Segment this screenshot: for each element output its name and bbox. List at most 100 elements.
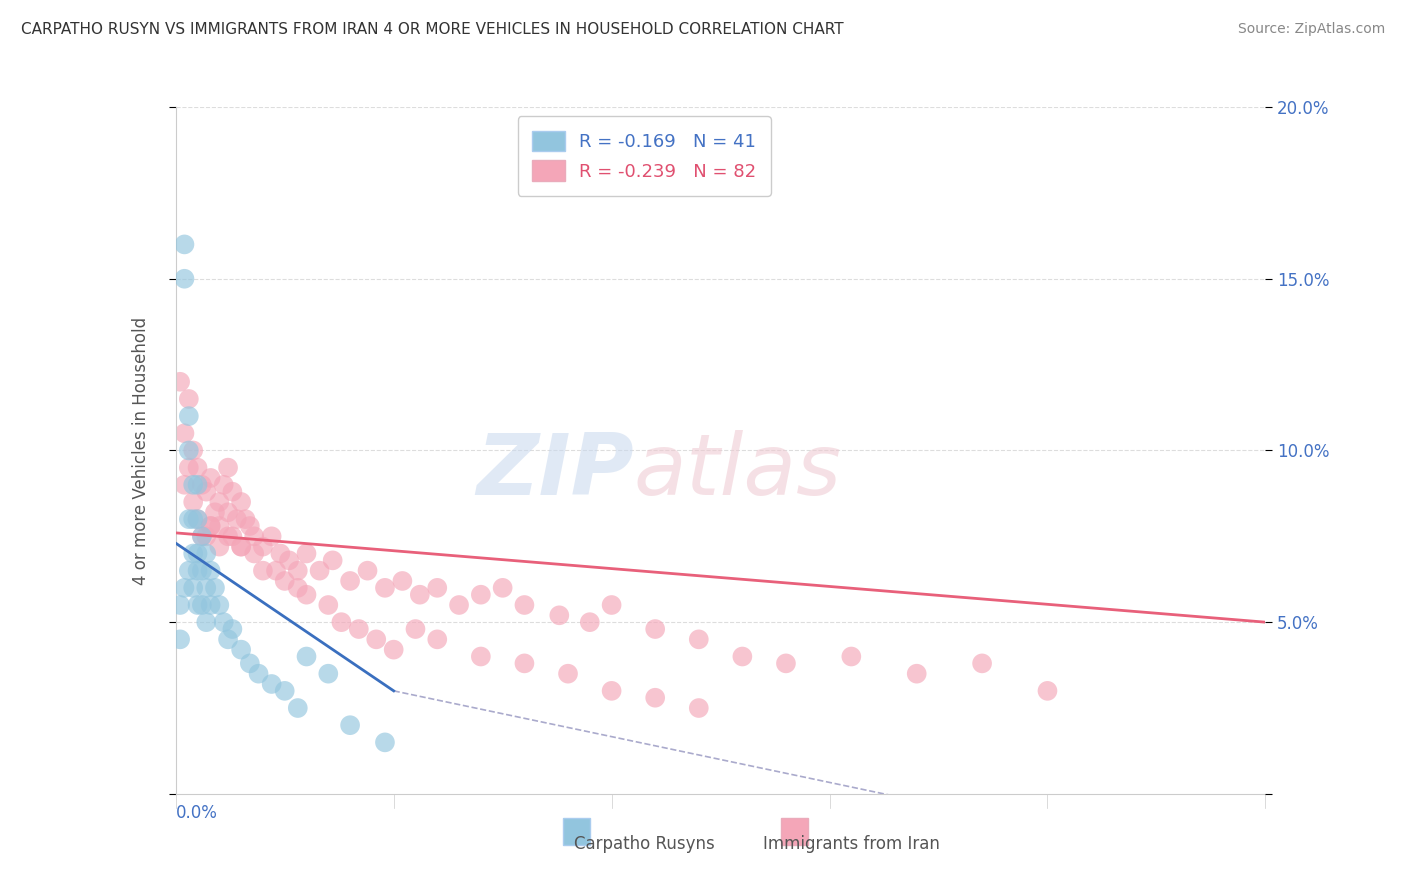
- Point: [217, 460, 239, 475]
- Point: [221, 622, 243, 636]
- Point: [356, 564, 378, 578]
- Text: 0.0%: 0.0%: [176, 805, 218, 822]
- Point: [513, 598, 536, 612]
- Point: [231, 540, 253, 554]
- Point: [264, 564, 287, 578]
- Point: [212, 478, 235, 492]
- Point: [278, 553, 301, 567]
- Point: [600, 683, 623, 698]
- Point: [260, 677, 283, 691]
- Point: [775, 657, 797, 671]
- Point: [200, 564, 222, 578]
- Point: [426, 632, 449, 647]
- Point: [173, 271, 195, 285]
- Bar: [562, 818, 591, 846]
- Point: [287, 701, 309, 715]
- Point: [186, 546, 209, 561]
- Point: [181, 581, 204, 595]
- Point: [169, 632, 191, 647]
- Point: [295, 546, 318, 561]
- Point: [295, 649, 318, 664]
- Point: [330, 615, 353, 630]
- Text: atlas: atlas: [633, 430, 841, 513]
- Point: [204, 505, 226, 519]
- Legend: R = -0.169   N = 41, R = -0.239   N = 82: R = -0.169 N = 41, R = -0.239 N = 82: [517, 116, 770, 195]
- Point: [600, 598, 623, 612]
- Point: [186, 460, 209, 475]
- Point: [191, 478, 214, 492]
- Point: [492, 581, 515, 595]
- Point: [470, 588, 492, 602]
- Text: Immigrants from Iran: Immigrants from Iran: [763, 835, 939, 853]
- Text: CARPATHO RUSYN VS IMMIGRANTS FROM IRAN 4 OR MORE VEHICLES IN HOUSEHOLD CORRELATI: CARPATHO RUSYN VS IMMIGRANTS FROM IRAN 4…: [21, 22, 844, 37]
- Point: [221, 529, 243, 543]
- Point: [177, 392, 200, 406]
- Point: [177, 460, 200, 475]
- Point: [231, 495, 253, 509]
- Point: [688, 632, 710, 647]
- Point: [177, 512, 200, 526]
- Point: [366, 632, 388, 647]
- Point: [200, 519, 222, 533]
- Point: [426, 581, 449, 595]
- Point: [447, 598, 470, 612]
- Point: [274, 683, 297, 698]
- Point: [339, 718, 361, 732]
- Point: [513, 657, 536, 671]
- Point: [217, 505, 239, 519]
- Point: [287, 581, 309, 595]
- Point: [204, 581, 226, 595]
- Point: [181, 478, 204, 492]
- Text: Source: ZipAtlas.com: Source: ZipAtlas.com: [1237, 22, 1385, 37]
- Point: [173, 426, 195, 441]
- Point: [186, 512, 209, 526]
- Point: [231, 642, 253, 657]
- Point: [173, 581, 195, 595]
- Bar: [780, 818, 808, 846]
- Point: [1036, 683, 1059, 698]
- Point: [186, 512, 209, 526]
- Point: [195, 581, 218, 595]
- Point: [169, 598, 191, 612]
- Point: [374, 581, 396, 595]
- Point: [374, 735, 396, 749]
- Point: [688, 701, 710, 715]
- Point: [177, 443, 200, 458]
- Point: [318, 598, 340, 612]
- Point: [191, 598, 214, 612]
- Point: [557, 666, 579, 681]
- Point: [579, 615, 602, 630]
- Point: [186, 564, 209, 578]
- Point: [217, 529, 239, 543]
- Point: [339, 574, 361, 588]
- Point: [644, 690, 666, 705]
- Point: [239, 657, 262, 671]
- Point: [169, 375, 191, 389]
- Point: [177, 409, 200, 423]
- Text: ZIP: ZIP: [475, 430, 633, 513]
- Point: [181, 512, 204, 526]
- Point: [191, 529, 214, 543]
- Point: [186, 478, 209, 492]
- Point: [195, 615, 218, 630]
- Point: [243, 529, 266, 543]
- Point: [382, 642, 405, 657]
- Point: [208, 598, 231, 612]
- Point: [235, 512, 257, 526]
- Point: [322, 553, 344, 567]
- Point: [274, 574, 297, 588]
- Point: [247, 666, 270, 681]
- Point: [970, 657, 993, 671]
- Point: [391, 574, 413, 588]
- Point: [252, 540, 274, 554]
- Point: [470, 649, 492, 664]
- Point: [181, 495, 204, 509]
- Point: [347, 622, 370, 636]
- Point: [191, 529, 214, 543]
- Point: [231, 540, 253, 554]
- Point: [186, 598, 209, 612]
- Point: [252, 564, 274, 578]
- Point: [195, 529, 218, 543]
- Point: [173, 237, 195, 252]
- Point: [208, 519, 231, 533]
